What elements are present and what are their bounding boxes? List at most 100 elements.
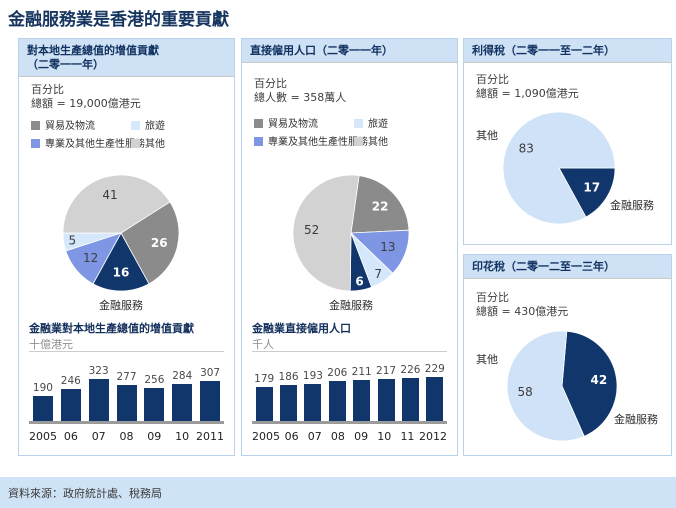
bar-value-label: 323 bbox=[88, 365, 109, 377]
bar-value-label: 206 bbox=[327, 367, 348, 380]
pie-callout-other: 其他 bbox=[476, 129, 498, 142]
panel-gdp-header-line2: （二零一一年） bbox=[27, 58, 104, 71]
legend-label: 其他 bbox=[145, 139, 165, 150]
axis-baseline bbox=[29, 421, 224, 424]
legend-swatch-trade bbox=[31, 121, 40, 130]
axis-baseline bbox=[252, 421, 447, 424]
total-label: 總額 = 1,090億港元 bbox=[476, 87, 579, 100]
legend-swatch-professional bbox=[254, 137, 263, 146]
total-label: 總人數 = 358萬人 bbox=[254, 91, 347, 104]
bar-column: 226 bbox=[398, 364, 422, 421]
bar-column: 190 bbox=[29, 382, 57, 421]
x-axis-labels: 2005 06 07 08 09 10 11 2012 bbox=[252, 430, 447, 443]
legend-label: 專業及其他生產性服務 bbox=[45, 139, 145, 150]
pie-slice bbox=[292, 174, 360, 292]
legend-swatch-professional bbox=[31, 139, 40, 148]
gdp-bar-chart: 190 246 323 277 256 284 307 2005 06 07 08 09 10 2011 bbox=[29, 357, 224, 443]
x-axis-label: 2012 bbox=[419, 430, 448, 443]
bar-value-label: 277 bbox=[116, 370, 137, 383]
bar-column: 246 bbox=[57, 375, 85, 421]
legend-label: 旅遊 bbox=[145, 121, 165, 132]
legend-item-trade: 貿易及物流 bbox=[254, 115, 318, 130]
x-axis-label: 07 bbox=[91, 430, 106, 443]
pie-value-label: 7 bbox=[374, 267, 382, 281]
x-axis-label: 06 bbox=[63, 430, 78, 443]
x-axis-label: 06 bbox=[284, 430, 299, 443]
bar bbox=[116, 384, 137, 421]
pie-slice bbox=[502, 111, 616, 225]
bar-value-label: 256 bbox=[144, 373, 165, 386]
legend-item-professional: 專業及其他生產性服務 bbox=[31, 135, 145, 150]
employment-pie-chart: 22 13 7 6 52 bbox=[291, 173, 411, 293]
bar-column: 217 bbox=[374, 365, 398, 421]
legend-item-other: 其他 bbox=[131, 135, 165, 150]
pie-slice bbox=[558, 167, 616, 218]
pie-callout-financial-services: 金融服務 bbox=[610, 199, 654, 212]
bar-unit-label: 十億港元 bbox=[29, 338, 73, 351]
pie-slice bbox=[561, 330, 618, 437]
percent-label: 百分比 bbox=[476, 291, 509, 304]
pie-value-label: 17 bbox=[583, 180, 600, 194]
footer-strip: 資料來源：政府統計處、稅務局 bbox=[0, 477, 676, 508]
pie-value-label: 22 bbox=[372, 199, 389, 213]
bar-value-label: 193 bbox=[302, 369, 323, 382]
x-axis-label: 08 bbox=[330, 430, 345, 443]
bar bbox=[280, 385, 298, 421]
bar-column: 211 bbox=[350, 366, 374, 421]
legend-swatch-other bbox=[131, 139, 140, 148]
percent-label: 百分比 bbox=[31, 83, 64, 96]
bar-value-label: 211 bbox=[351, 366, 372, 379]
pie-value-label: 6 bbox=[355, 275, 363, 289]
pie-slice bbox=[62, 174, 171, 234]
x-axis-label: 11 bbox=[400, 430, 415, 443]
bar-column: 256 bbox=[140, 374, 168, 421]
panel-profits-tax-header: 利得稅（二零一一至一二年） bbox=[464, 39, 671, 63]
x-axis-label: 10 bbox=[175, 430, 190, 443]
legend-item-tourism: 旅遊 bbox=[354, 115, 388, 130]
panel-gdp: 對本地生產總值的增值貢獻 （二零一一年） 百分比 總額 = 19,000億港元 … bbox=[18, 38, 235, 456]
bar bbox=[255, 386, 273, 421]
legend-label: 專業及其他生產性服務 bbox=[268, 137, 368, 148]
pie-svg: 22 13 76 52 bbox=[292, 174, 410, 292]
panel-stamp-duty-header: 印花稅（二零一二至一三年） bbox=[464, 255, 671, 279]
bar-value-label: 284 bbox=[172, 370, 193, 383]
pie-value-label: 58 bbox=[517, 385, 532, 399]
total-label: 總額 = 430億港元 bbox=[476, 305, 569, 318]
legend-swatch-other bbox=[354, 137, 363, 146]
pie-value-label: 12 bbox=[83, 251, 98, 265]
bars-area: 190 246 323 277 256 284 307 bbox=[29, 357, 224, 421]
employment-bar-chart: 179 186 193 206 211 217 226 229 2005 06 07 08 09 10 11… bbox=[252, 357, 447, 443]
bar-value-label: 179 bbox=[254, 372, 275, 385]
panel-employment: 直接僱用人口（二零一一年） 百分比 總人數 = 358萬人 貿易及物流 旅遊 專… bbox=[241, 38, 458, 456]
pie-callout-financial-services: 金融服務 bbox=[614, 413, 658, 426]
bar bbox=[426, 377, 444, 421]
pie-value-label: 26 bbox=[151, 236, 168, 250]
legend-swatch-tourism bbox=[354, 119, 363, 128]
x-axis-label: 09 bbox=[354, 430, 369, 443]
legend-item-professional: 專業及其他生產性服務 bbox=[254, 133, 368, 148]
pie-value-label: 52 bbox=[304, 223, 319, 237]
bar bbox=[172, 384, 193, 421]
x-axis-label: 09 bbox=[147, 430, 162, 443]
bar-column: 277 bbox=[113, 371, 141, 421]
gdp-pie-chart: 26 16 12 5 41 bbox=[61, 173, 181, 293]
legend-swatch-trade bbox=[254, 119, 263, 128]
legend-item-tourism: 旅遊 bbox=[131, 117, 165, 132]
divider-line bbox=[252, 351, 447, 352]
bar-column: 284 bbox=[168, 370, 196, 421]
bar-column: 323 bbox=[85, 365, 113, 421]
bar-unit-label: 千人 bbox=[252, 338, 274, 351]
divider-line bbox=[29, 351, 224, 352]
bar-value-label: 229 bbox=[424, 363, 445, 375]
bar-value-label: 186 bbox=[278, 371, 299, 384]
percent-label: 百分比 bbox=[476, 73, 509, 86]
bar-column: 186 bbox=[276, 371, 300, 421]
pie-slice bbox=[506, 330, 585, 442]
stamp-duty-pie-chart: 42 58 bbox=[502, 326, 622, 446]
x-axis-label: 2005 bbox=[29, 430, 57, 443]
bar-section-title: 金融業直接僱用人口 bbox=[252, 322, 351, 335]
pie-value-label: 16 bbox=[113, 265, 130, 279]
pie-slice bbox=[350, 175, 410, 234]
bar-value-label: 190 bbox=[32, 382, 53, 395]
bar-value-label: 246 bbox=[60, 375, 81, 388]
